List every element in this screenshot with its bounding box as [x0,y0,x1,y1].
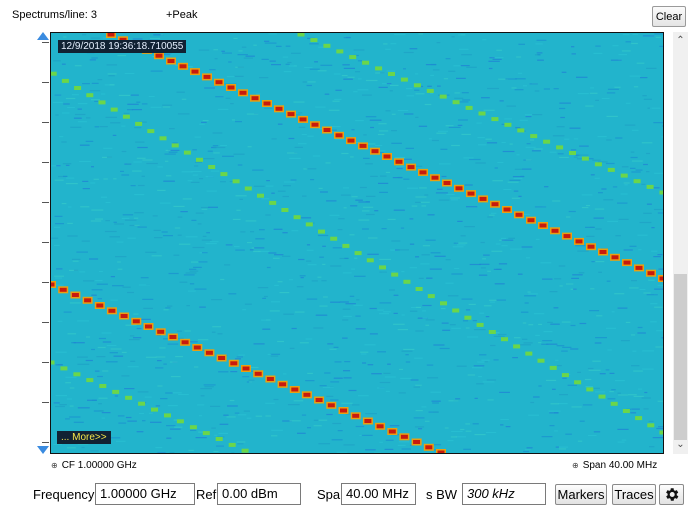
slider-down-arrow-icon[interactable] [37,446,49,454]
frequency-field[interactable]: 1.00000 GHz [95,483,195,505]
slider-tick [42,82,49,83]
detector-label: +Peak [166,9,198,21]
slider-ticks [42,42,50,443]
slider-tick [42,282,49,283]
noise-texture [51,33,663,453]
collapse-box-icon[interactable]: ⊕ [572,461,579,470]
span-label: Span [317,487,348,502]
signal-trace [106,33,663,282]
slider-tick [42,442,49,443]
clear-button[interactable]: Clear [652,6,686,27]
scroll-thumb[interactable] [674,274,687,440]
gear-icon [666,488,679,501]
span-axis-label: ⊕ Span 40.00 MHz [572,460,657,471]
cf-text: CF 1.00000 GHz [61,460,137,471]
spectrogram-header: Spectrums/line: 3 +Peak Clear [0,0,699,30]
slider-tick [42,362,49,363]
harmonic-trace [51,71,663,435]
more-button[interactable]: ... More>> [57,431,111,444]
slider-tick [42,242,49,243]
slider-up-arrow-icon[interactable] [37,32,49,40]
slider-tick [42,322,49,323]
signal-trace [51,281,446,453]
frequency-label: Frequency [33,487,95,502]
rbw-field[interactable]: 300 kHz [462,483,546,505]
settings-button[interactable] [659,484,684,505]
slider-tick [42,162,49,163]
harmonic-trace [297,33,663,195]
scroll-up-icon[interactable]: ⌃ [676,35,685,46]
slider-tick [42,402,49,403]
span-text: Span 40.00 MHz [582,460,658,471]
rbw-label: s BW [426,487,458,502]
span-field[interactable]: 40.00 MHz [341,483,416,505]
spectrums-per-line-label: Spectrums/line: 3 [12,9,97,21]
center-frequency-label: ⊕ CF 1.00000 GHz [51,460,137,471]
marker-slider[interactable] [36,32,50,454]
spectrogram-display[interactable]: 12/9/2018 19:36:18.710055 ... More>> [50,32,664,454]
spectrogram-canvas [51,33,663,453]
harmonic-trace [51,360,249,453]
timestamp-readout: 12/9/2018 19:36:18.710055 [58,40,187,53]
vertical-scrollbar[interactable]: ⌃ ⌄ [673,32,688,454]
scroll-down-icon[interactable]: ⌄ [676,439,685,450]
slider-tick [42,42,49,43]
traces-button[interactable]: Traces [612,484,656,505]
markers-button[interactable]: Markers [555,484,607,505]
ref-level-field[interactable]: 0.00 dBm [217,483,301,505]
slider-tick [42,202,49,203]
slider-tick [42,122,49,123]
collapse-box-icon[interactable]: ⊕ [51,461,58,470]
